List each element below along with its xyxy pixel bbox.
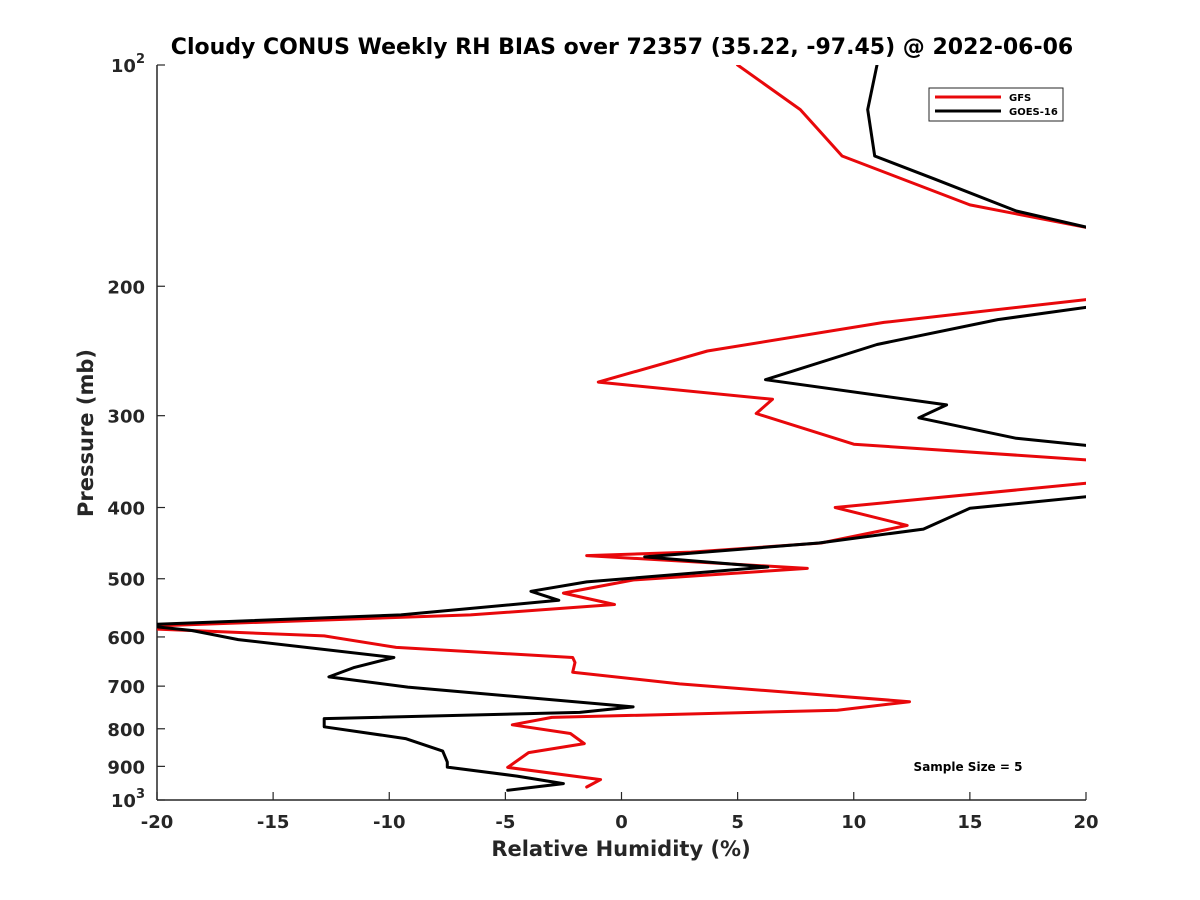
x-tick-label: 15 xyxy=(957,812,982,833)
y-axis-label: Pressure (mb) xyxy=(74,349,98,517)
x-tick-label: 10 xyxy=(841,812,866,833)
x-tick-label: -15 xyxy=(257,812,290,833)
y-tick-label: 300 xyxy=(107,407,145,428)
series-line-gfs xyxy=(157,65,1086,789)
y-tick-label: 600 xyxy=(107,628,145,649)
y-axis: 102 200 300 400 500 600 700 800 900 103 xyxy=(107,52,165,812)
x-tick-label: -10 xyxy=(373,812,406,833)
plot-area xyxy=(156,65,1086,801)
x-tick-label: -20 xyxy=(141,812,174,833)
y-tick-label: 900 xyxy=(107,757,145,778)
x-axis-label: Relative Humidity (%) xyxy=(491,837,750,861)
y-tick-label: 700 xyxy=(107,677,145,698)
x-tick-label: 5 xyxy=(731,812,744,833)
y-tick-label: 200 xyxy=(107,277,145,298)
chart-title: Cloudy CONUS Weekly RH BIAS over 72357 (… xyxy=(171,35,1073,60)
x-tick-label: 20 xyxy=(1073,812,1098,833)
y-tick-label: 400 xyxy=(107,499,145,520)
series-line-goes-16 xyxy=(157,65,1086,792)
legend-label: GFS xyxy=(1009,93,1031,104)
legend-box xyxy=(928,87,1064,122)
y-tick-label: 103 xyxy=(111,787,145,812)
y-tick-label: 102 xyxy=(111,52,145,77)
y-tick-label: 500 xyxy=(107,570,145,591)
y-tick-label: 800 xyxy=(107,720,145,741)
x-axis: -20 -15 -10 -5 0 5 10 15 20 xyxy=(141,792,1099,833)
legend-label: GOES-16 xyxy=(1009,107,1058,118)
x-tick-label: 0 xyxy=(615,812,628,833)
series-layer xyxy=(157,65,1086,792)
legend: GFS GOES-16 xyxy=(928,87,1064,122)
sample-size-annotation: Sample Size = 5 xyxy=(914,760,1023,774)
x-tick-label: -5 xyxy=(495,812,515,833)
